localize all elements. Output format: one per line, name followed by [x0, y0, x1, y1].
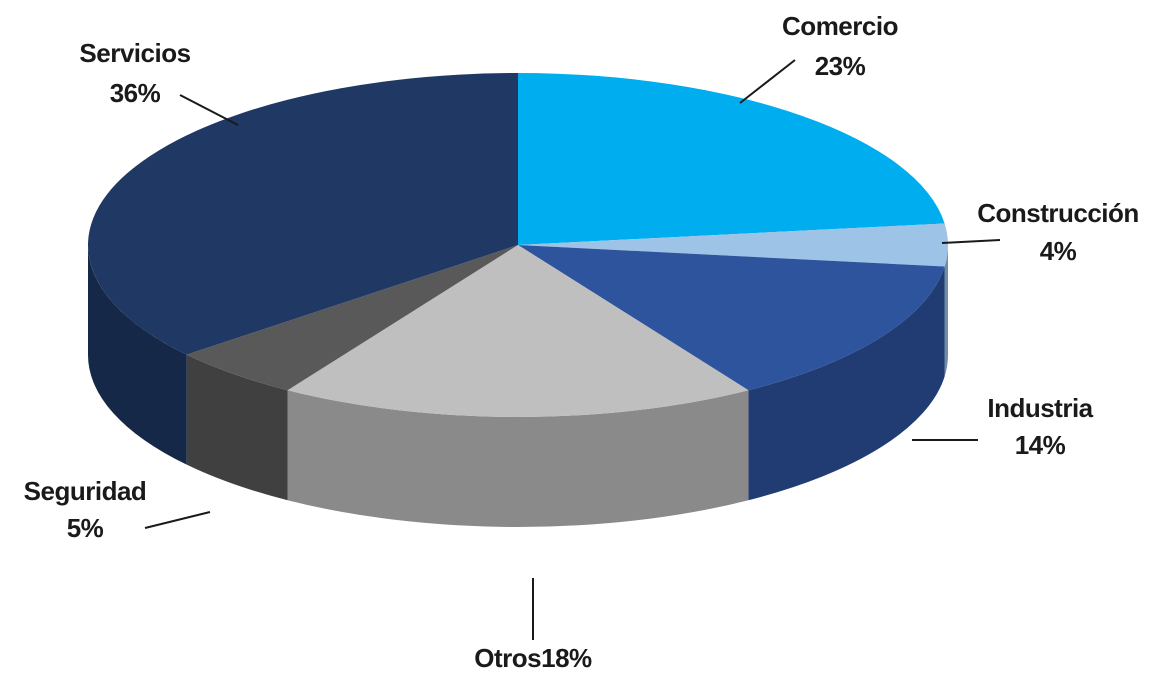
leader-line	[144, 511, 211, 529]
leader-line	[739, 59, 796, 104]
pie-slice	[518, 245, 945, 391]
category-label: Seguridad	[24, 476, 147, 506]
value-label: 18%	[541, 643, 592, 673]
leader-line	[941, 239, 1001, 244]
pie-side	[748, 266, 945, 501]
pie-slice	[518, 223, 948, 267]
value-label: 14%	[1015, 430, 1066, 460]
pie-slice	[186, 245, 518, 391]
pie-side	[186, 354, 288, 501]
category-label: Servicios	[79, 38, 190, 68]
pie-slice	[87, 72, 518, 355]
labels: Comercio 23% Construcción 4% Industria 14% Otr…	[24, 11, 1140, 673]
category-label: Construcción	[977, 198, 1139, 228]
category-label: Comercio	[782, 11, 898, 41]
pie-tops	[87, 72, 948, 417]
value-label: 5%	[67, 513, 104, 543]
value-label: 4%	[1040, 236, 1077, 266]
slice-label: Otros18%	[474, 643, 592, 673]
category-label: Otros	[474, 643, 541, 673]
category-label: Industria	[987, 393, 1093, 423]
pie-side	[944, 245, 948, 377]
leader-line	[179, 94, 239, 126]
pie-slice	[518, 73, 945, 245]
pie-sides	[87, 245, 948, 527]
pie-side	[287, 390, 749, 527]
value-label: 23%	[815, 51, 866, 81]
value-label: 36%	[110, 78, 161, 108]
pie-slice	[287, 245, 749, 417]
pie-side	[87, 245, 187, 465]
